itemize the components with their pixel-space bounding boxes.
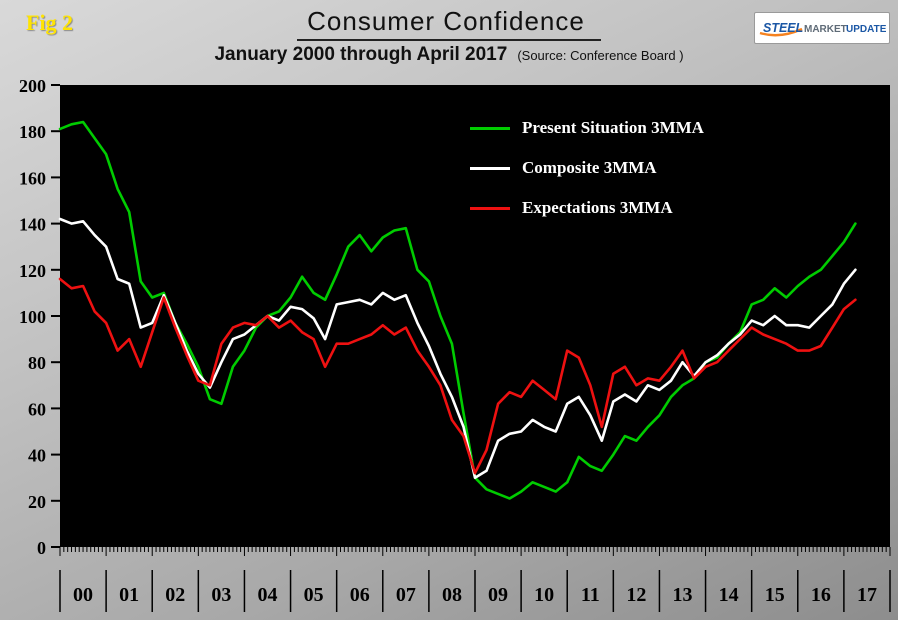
y-axis-tick-label: 160 (19, 168, 46, 188)
subtitle-wrap: January 2000 through April 2017 (Source: … (0, 44, 898, 66)
chart-legend: Present Situation 3MMA Composite 3MMA Ex… (456, 96, 742, 240)
chart-source: (Source: Conference Board ) (517, 48, 684, 63)
y-axis-tick-label: 20 (28, 492, 46, 512)
x-axis-year-label: 15 (765, 584, 785, 606)
x-axis-year-label: 04 (258, 584, 278, 606)
x-axis-year-label: 02 (165, 584, 185, 606)
legend-line-present-situation-icon (470, 126, 510, 130)
x-axis-year-label: 17 (857, 584, 877, 606)
y-axis-tick-label: 100 (19, 307, 46, 327)
logo-text-update: UPDATE (846, 24, 886, 35)
x-axis-year-label: 09 (488, 584, 508, 606)
x-axis-year-label: 08 (442, 584, 462, 606)
chart-title: Consumer Confidence (297, 6, 601, 41)
steel-market-update-logo: STEEL MARKET UPDATE (754, 12, 890, 44)
x-axis-year-label: 16 (811, 584, 831, 606)
x-axis-year-label: 13 (673, 584, 693, 606)
x-axis-year-label: 10 (534, 584, 554, 606)
chart-subtitle: January 2000 through April 2017 (214, 44, 508, 65)
legend-item-present-situation: Present Situation 3MMA (470, 108, 732, 148)
x-axis-year-label: 07 (396, 584, 416, 606)
y-axis-tick-label: 0 (37, 538, 46, 558)
logo-graphic: STEEL MARKET UPDATE (759, 21, 886, 37)
series-line-expectations-3mma (58, 277, 857, 475)
x-axis-year-label: 06 (350, 584, 370, 606)
x-axis-year-label: 14 (719, 584, 739, 606)
legend-label-expectations: Expectations 3MMA (522, 198, 673, 217)
x-axis-year-label: 05 (304, 584, 324, 606)
x-axis-year-label: 11 (581, 584, 600, 606)
y-axis-tick-label: 80 (28, 353, 46, 373)
x-axis-year-label: 00 (73, 584, 93, 606)
x-axis-year-label: 12 (626, 584, 646, 606)
legend-label-present-situation: Present Situation 3MMA (522, 118, 704, 137)
logo-swoosh-icon (759, 27, 803, 37)
y-axis-tick-label: 180 (19, 122, 46, 142)
figure-number-label: Fig 2 (26, 10, 74, 35)
y-axis-tick-label: 200 (19, 76, 46, 96)
series-line-composite-3mma (58, 217, 857, 480)
logo-text-market: MARKET (804, 24, 847, 35)
x-axis-year-label: 03 (211, 584, 231, 606)
y-axis-tick-label: 40 (28, 446, 46, 466)
y-axis-tick-label: 120 (19, 261, 46, 281)
legend-item-composite: Composite 3MMA (470, 148, 732, 188)
y-axis-tick-label: 140 (19, 215, 46, 235)
legend-line-expectations-icon (470, 206, 510, 210)
legend-item-expectations: Expectations 3MMA (470, 188, 732, 228)
legend-line-composite-icon (470, 166, 510, 170)
x-axis-year-label: 01 (119, 584, 139, 606)
y-axis-tick-label: 60 (28, 399, 46, 419)
legend-label-composite: Composite 3MMA (522, 158, 657, 177)
logo-text-steel: STEEL (763, 21, 803, 35)
title-wrap: Consumer Confidence (0, 6, 898, 41)
